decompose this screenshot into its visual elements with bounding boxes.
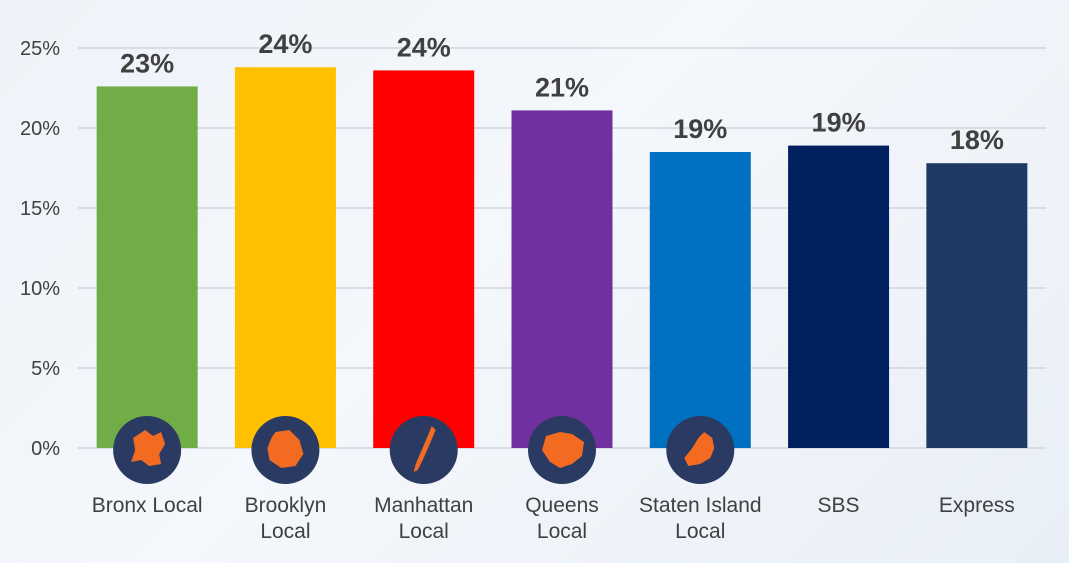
data-label: 19%: [673, 114, 727, 144]
x-tick-label: Express: [939, 494, 1015, 517]
x-tick-label-line: Express: [939, 494, 1015, 517]
data-label: 18%: [950, 125, 1004, 155]
staten-island-icon: [666, 416, 735, 484]
x-tick-label-line: SBS: [818, 494, 860, 517]
x-tick-label: Manhattan Local: [374, 494, 473, 543]
x-tick-label-line: Queens: [525, 494, 599, 517]
y-tick-label: 25%: [20, 38, 60, 60]
y-axis: 0% 5% 10% 15% 20% 25%: [20, 38, 60, 460]
x-tick-label-line: Local: [537, 520, 587, 543]
x-tick-label: Queens Local: [525, 494, 599, 543]
data-label: 21%: [535, 72, 589, 102]
y-tick-label: 0%: [31, 438, 60, 460]
bar: [96, 86, 198, 449]
bars: [96, 67, 1028, 449]
borough-icons: [113, 416, 735, 484]
x-tick-label-line: Brooklyn: [245, 494, 327, 517]
x-tick-label: Brooklyn Local: [245, 494, 327, 543]
x-tick-label: SBS: [818, 494, 860, 517]
manhattan-icon: [389, 416, 458, 484]
data-labels: 23% 24% 24% 21% 19% 19% 18%: [120, 29, 1004, 155]
brooklyn-icon: [251, 416, 320, 484]
x-tick-label: Bronx Local: [92, 494, 203, 517]
bar: [649, 152, 751, 448]
x-tick-label-line: Manhattan: [374, 494, 473, 517]
bar: [511, 110, 613, 449]
y-tick-label: 5%: [31, 358, 60, 380]
data-label: 24%: [397, 32, 451, 62]
y-tick-label: 10%: [20, 278, 60, 300]
bar: [788, 145, 890, 448]
data-label: 23%: [120, 48, 174, 78]
bar: [926, 163, 1028, 448]
queens-icon: [528, 416, 596, 484]
bar: [234, 67, 336, 448]
x-tick-label-line: Bronx Local: [92, 494, 203, 517]
x-tick-label: Staten Island Local: [639, 494, 762, 543]
bronx-icon: [113, 416, 182, 484]
x-tick-label-line: Local: [399, 520, 449, 543]
x-tick-label-line: Staten Island: [639, 494, 762, 517]
y-tick-label: 15%: [20, 198, 60, 220]
x-tick-label-line: Local: [260, 520, 310, 543]
data-label: 19%: [812, 108, 866, 138]
x-tick-label-line: Local: [675, 520, 725, 543]
data-label: 24%: [258, 29, 312, 59]
bar: [373, 70, 475, 449]
y-tick-label: 20%: [20, 118, 60, 140]
